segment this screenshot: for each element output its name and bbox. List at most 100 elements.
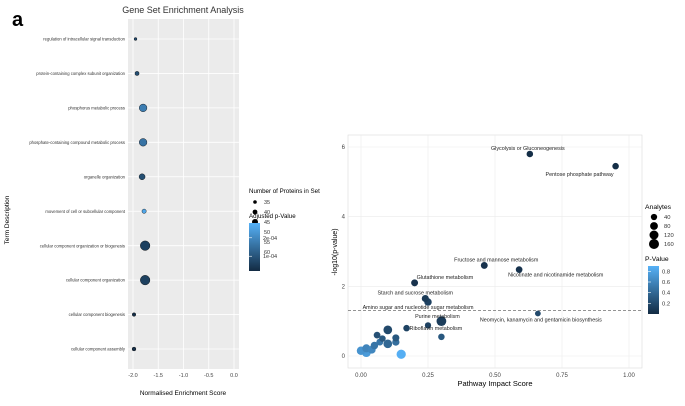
point-b (515, 266, 523, 273)
legend-a-color: Adjusted p-Value 2e-04 1e-04 (249, 213, 296, 271)
legend-b-size-swatch (650, 222, 658, 230)
legend-b-colorbar (648, 266, 659, 314)
point-a (133, 37, 138, 41)
point-a (132, 312, 137, 317)
y-axis-b-label: -log10(p-value) (332, 228, 339, 275)
x-axis-a-label: Normalised Enrichment Score (140, 390, 227, 397)
point-b (480, 261, 488, 269)
panel-a: a Gene Set Enrichment Analysis regulatio… (4, 5, 320, 397)
term-label: cellular component biogenesis (69, 312, 125, 317)
legend-b-size-swatch (649, 230, 659, 240)
x-tick-a-label: -2.0 (128, 373, 137, 379)
point-b (438, 333, 445, 341)
legend-a-size-title: Number of Proteins in Set (249, 188, 320, 195)
legend-b-color: P-Value 0.8 0.6 0.4 0.2 (645, 256, 671, 314)
points-b (356, 150, 619, 359)
legend-a-color-label: 1e-04 (263, 254, 277, 260)
legend-b-color-title: P-Value (645, 256, 669, 263)
point-b (403, 324, 410, 332)
point-b (383, 325, 393, 335)
point-a (140, 275, 151, 286)
point-b (383, 339, 393, 349)
legend-b-size-label: 120 (664, 233, 674, 239)
pathway-label: Purine metabolism (415, 314, 460, 320)
term-labels: regulation of intracellular signal trans… (29, 37, 126, 352)
legend-a-size-swatch (253, 200, 257, 204)
legend-b-size: Analytes 40 80 120 160 (645, 204, 674, 249)
term-label: protein-containing complex subunit organ… (36, 71, 125, 76)
pathway-label: Riboflavin metabolism (410, 326, 463, 332)
y-tick-b-label: 6 (342, 145, 346, 151)
x-tick-b-label: 1.00 (623, 373, 635, 379)
point-b (436, 316, 447, 327)
x-tick-a-label: -1.0 (179, 373, 188, 379)
legend-b-size-swatch (649, 239, 659, 249)
x-tick-b-label: 0.25 (422, 373, 434, 379)
point-b (373, 331, 381, 339)
legend-b-color-label: 0.8 (662, 269, 670, 275)
x-axis-b-ticks: 0.00 0.25 0.50 0.75 1.00 (355, 373, 635, 379)
pathway-label: Fructose and mannose metabolism (454, 257, 539, 263)
chart-a-title: Gene Set Enrichment Analysis (122, 5, 244, 15)
x-axis-a-ticks: -2.0 -1.5 -1.0 -0.5 0.0 (128, 373, 238, 379)
x-tick-b-label: 0.00 (355, 373, 367, 379)
term-label: movement of cell or subcellular componen… (45, 209, 125, 214)
x-tick-a-label: -0.5 (204, 373, 213, 379)
legend-a-size-label: 45 (264, 220, 270, 226)
x-tick-a-label: -1.5 (154, 373, 163, 379)
pathway-labels: Glycolysis or Gluconeogenesis Pentose pho… (363, 146, 614, 332)
point-b (396, 349, 406, 359)
legend-b-size-title: Analytes (645, 204, 672, 211)
term-label: regulation of intracellular signal trans… (43, 37, 125, 42)
x-tick-b-label: 0.50 (489, 373, 501, 379)
y-axis-a-label: Term Description (4, 195, 11, 244)
point-b (526, 150, 534, 158)
panel-label-a: a (12, 9, 24, 31)
legend-a-size-label: 40 (264, 210, 270, 216)
legend-a-size-label: 50 (264, 230, 270, 236)
point-a (138, 173, 146, 180)
points-a (131, 37, 151, 352)
pathway-label: Glycolysis or Gluconeogenesis (491, 146, 565, 152)
point-b (421, 294, 429, 303)
pathway-label: Amino sugar and nucleotide sugar metabol… (363, 305, 474, 311)
pathway-label: Nicotinate and nicotinamide metabolism (508, 273, 604, 279)
y-tick-b-label: 4 (342, 215, 346, 221)
legend-b-color-label: 0.4 (662, 291, 671, 297)
legend-b-color-label: 0.2 (662, 301, 670, 307)
legend-b-size-label: 80 (664, 224, 670, 230)
point-b (411, 279, 419, 287)
term-label: organelle organization (84, 174, 126, 179)
x-axis-b-label: Pathway Impact Score (457, 379, 532, 388)
pathway-label: Neomycin, kanamycin and gentamicin biosy… (480, 318, 602, 324)
y-axis-b-ticks: 0 2 4 6 (342, 145, 346, 360)
legend-b-size-swatch (650, 213, 658, 221)
legend-b-color-label: 0.6 (662, 280, 670, 286)
legend-a-color-label: 2e-04 (263, 236, 277, 242)
legend-a-size-label: 55 (264, 240, 270, 246)
term-label: cellular component assembly (71, 347, 126, 352)
point-a (140, 240, 151, 251)
point-a (141, 208, 147, 214)
point-b (424, 322, 432, 329)
point-a (139, 138, 148, 147)
point-b (392, 334, 400, 342)
point-a (131, 346, 137, 352)
pathway-label: Pentose phosphate pathway (546, 172, 614, 178)
y-tick-b-label: 2 (342, 284, 346, 290)
legend-a-color-title: Adjusted p-Value (249, 213, 296, 220)
legend-b-size-label: 160 (664, 242, 674, 248)
term-label: phosphorus metabolic process (68, 105, 125, 110)
pathway-label: Starch and sucrose metabolism (378, 291, 454, 297)
legend-a-size-swatch (252, 209, 258, 215)
legend-a-colorbar (249, 223, 260, 271)
legend-a-size-label: 35 (264, 200, 270, 206)
term-label: cellular component organization (66, 278, 126, 283)
term-label: cellular component organization or bioge… (40, 243, 125, 248)
point-b (612, 162, 619, 170)
point-b (379, 335, 386, 342)
plot-b-grid (348, 135, 642, 368)
legend-a-size-label: 60 (264, 250, 270, 256)
